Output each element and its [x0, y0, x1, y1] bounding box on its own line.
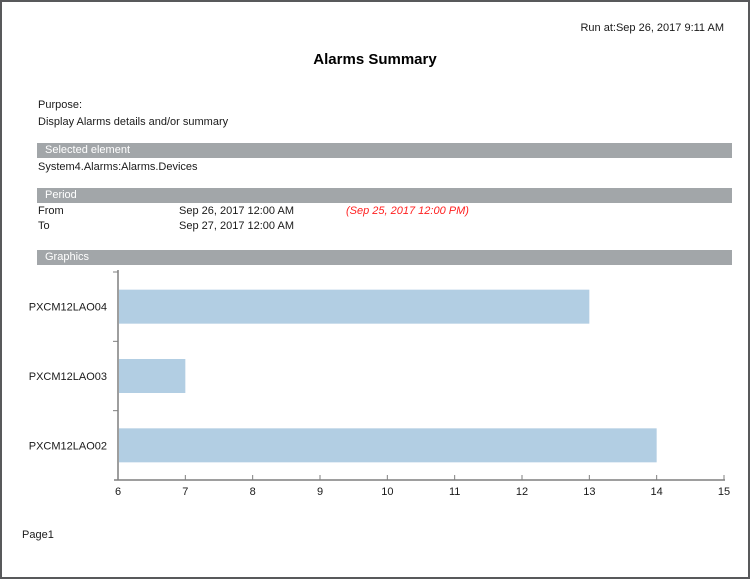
x-tick-label: 11	[449, 486, 460, 498]
x-tick-label: 10	[381, 486, 393, 498]
x-tick-label: 12	[516, 486, 528, 498]
category-label: PXCM12LAO04	[29, 302, 107, 314]
period-from-note: (Sep 25, 2017 12:00 PM)	[346, 205, 469, 217]
purpose-block: Purpose: Display Alarms details and/or s…	[38, 97, 228, 131]
bar	[119, 289, 590, 324]
period-to-value: Sep 27, 2017 12:00 AM	[179, 220, 294, 232]
period-from-value: Sep 26, 2017 12:00 AM	[179, 205, 294, 217]
purpose-label: Purpose:	[38, 99, 83, 111]
x-tick-label: 14	[651, 486, 663, 498]
section-header-graphics: Graphics	[37, 250, 732, 265]
report-title: Alarms Summary	[313, 51, 437, 68]
period-to-label: To	[38, 220, 50, 232]
purpose-text: Display Alarms details and/or summary	[38, 116, 229, 128]
alarms-bar-chart: PXCM12LAO04 PXCM12LAO03 PXCM12LAO02 6 7 8 9 10 1…	[29, 270, 730, 498]
period-row-from: From Sep 26, 2017 12:00 AM (Sep 25, 2017…	[2, 205, 748, 219]
category-label: PXCM12LAO03	[29, 371, 107, 383]
x-tick-label: 8	[250, 486, 256, 498]
section-header-selected-element: Selected element	[37, 143, 732, 158]
x-tick-label: 13	[583, 486, 595, 498]
x-tick-label: 6	[115, 486, 121, 498]
x-tick-label: 15	[718, 486, 730, 498]
period-row-to: To Sep 27, 2017 12:00 AM	[2, 220, 748, 234]
section-header-period: Period	[37, 188, 732, 203]
bar	[119, 428, 657, 463]
page-number: Page1	[22, 529, 54, 541]
selected-element-value: System4.Alarms:Alarms.Devices	[38, 161, 198, 173]
bar	[119, 359, 186, 393]
x-tick-label: 7	[182, 486, 188, 498]
period-from-label: From	[38, 205, 64, 217]
run-at-timestamp: Run at:Sep 26, 2017 9:11 AM	[580, 22, 724, 34]
x-tick-label: 9	[317, 486, 323, 498]
category-label: PXCM12LAO02	[29, 440, 107, 452]
